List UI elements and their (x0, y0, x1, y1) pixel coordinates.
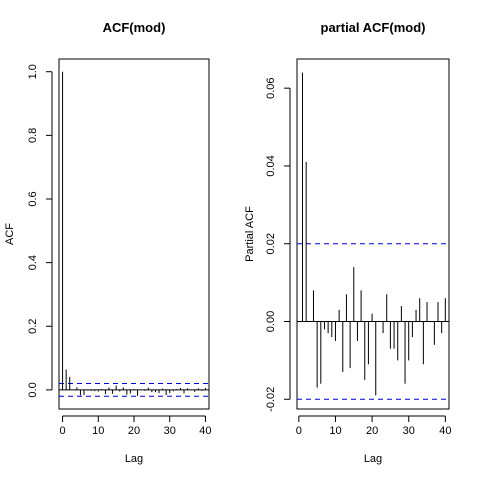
pacf-title: partial ACF(mod) (321, 20, 426, 35)
acf-x-tick-label: 30 (164, 425, 176, 437)
acf-y-tick-label: 1.0 (27, 64, 39, 79)
acf-y-tick-label: 0.2 (27, 319, 39, 334)
pacf-panel: partial ACF(mod) 0 10 20 30 40 -0.02 0.00 0.02… (244, 20, 451, 465)
pacf-confidence-band (297, 243, 449, 400)
acf-title: ACF(mod) (103, 20, 166, 35)
pacf-y-tick-label: 0.06 (265, 77, 277, 98)
pacf-y-tick-label: -0.02 (265, 387, 277, 412)
pacf-x-tick-label: 40 (439, 425, 451, 437)
acf-plot-frame (58, 58, 210, 410)
acf-x-tick-label: 40 (199, 425, 211, 437)
acf-x-tick-label: 0 (60, 425, 66, 437)
acf-y-tick-label: 0.8 (27, 128, 39, 143)
acf-confidence-band (59, 383, 209, 397)
acf-x-tick-label: 20 (128, 425, 140, 437)
pacf-y-tick-label: 0.02 (265, 233, 277, 254)
acf-panel: ACF(mod) 0 10 20 30 40 0.0 0.2 0.4 0.6 0.8 1.0 La… (4, 20, 212, 465)
pacf-x-tick-label: 0 (296, 425, 302, 437)
acf-y-axis: 0.0 0.2 0.4 0.6 0.8 1.0 (27, 64, 53, 398)
acf-y-tick-label: 0.0 (27, 382, 39, 397)
acf-y-tick-label: 0.6 (27, 191, 39, 206)
pacf-bars (297, 72, 449, 396)
acf-x-label: Lag (125, 453, 143, 465)
pacf-x-axis: 0 10 20 30 40 (296, 415, 451, 437)
pacf-y-tick-label: 0.04 (265, 155, 277, 176)
pacf-plot-frame (296, 58, 450, 410)
pacf-x-tick-label: 20 (366, 425, 378, 437)
pacf-x-tick-label: 30 (403, 425, 415, 437)
pacf-x-label: Lag (364, 453, 382, 465)
acf-x-tick-label: 10 (92, 425, 104, 437)
pacf-y-tick-label: 0.00 (265, 311, 277, 332)
acf-bars (59, 71, 209, 396)
acf-x-axis: 0 10 20 30 40 (60, 415, 212, 437)
acf-y-tick-label: 0.4 (27, 255, 39, 270)
pacf-x-tick-label: 10 (329, 425, 341, 437)
pacf-y-axis: -0.02 0.00 0.02 0.04 0.06 (265, 77, 291, 412)
pacf-y-label: Partial ACF (244, 206, 256, 262)
acf-y-label: ACF (4, 223, 16, 245)
